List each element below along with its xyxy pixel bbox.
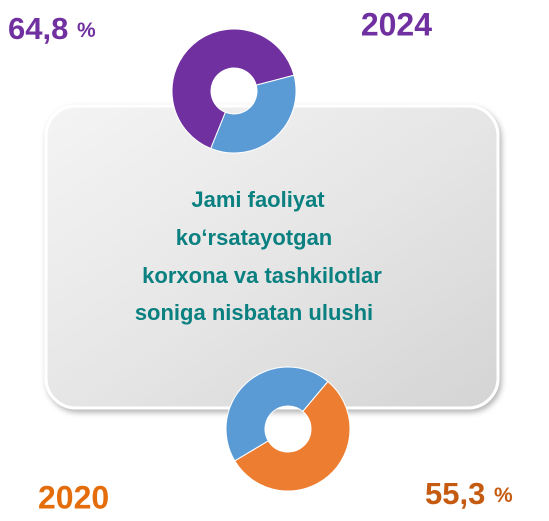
donut-slice <box>234 380 351 492</box>
value-label: 64,8 % <box>8 11 96 46</box>
caption-line: Jami faoliyat <box>191 187 325 212</box>
caption-line: soniga nisbatan ulushi <box>135 300 373 325</box>
value-label: 55,3 % <box>425 476 513 511</box>
caption-line: ko‘rsatayotgan <box>176 225 333 250</box>
donut-slice <box>171 28 295 150</box>
chart-title: 2024 <box>361 6 432 42</box>
chart-title: 2020 <box>38 479 109 515</box>
donut-slice <box>210 74 297 154</box>
caption-line: korxona va tashkilotlar <box>142 263 382 288</box>
card <box>44 104 500 410</box>
donut-slice <box>225 366 329 462</box>
